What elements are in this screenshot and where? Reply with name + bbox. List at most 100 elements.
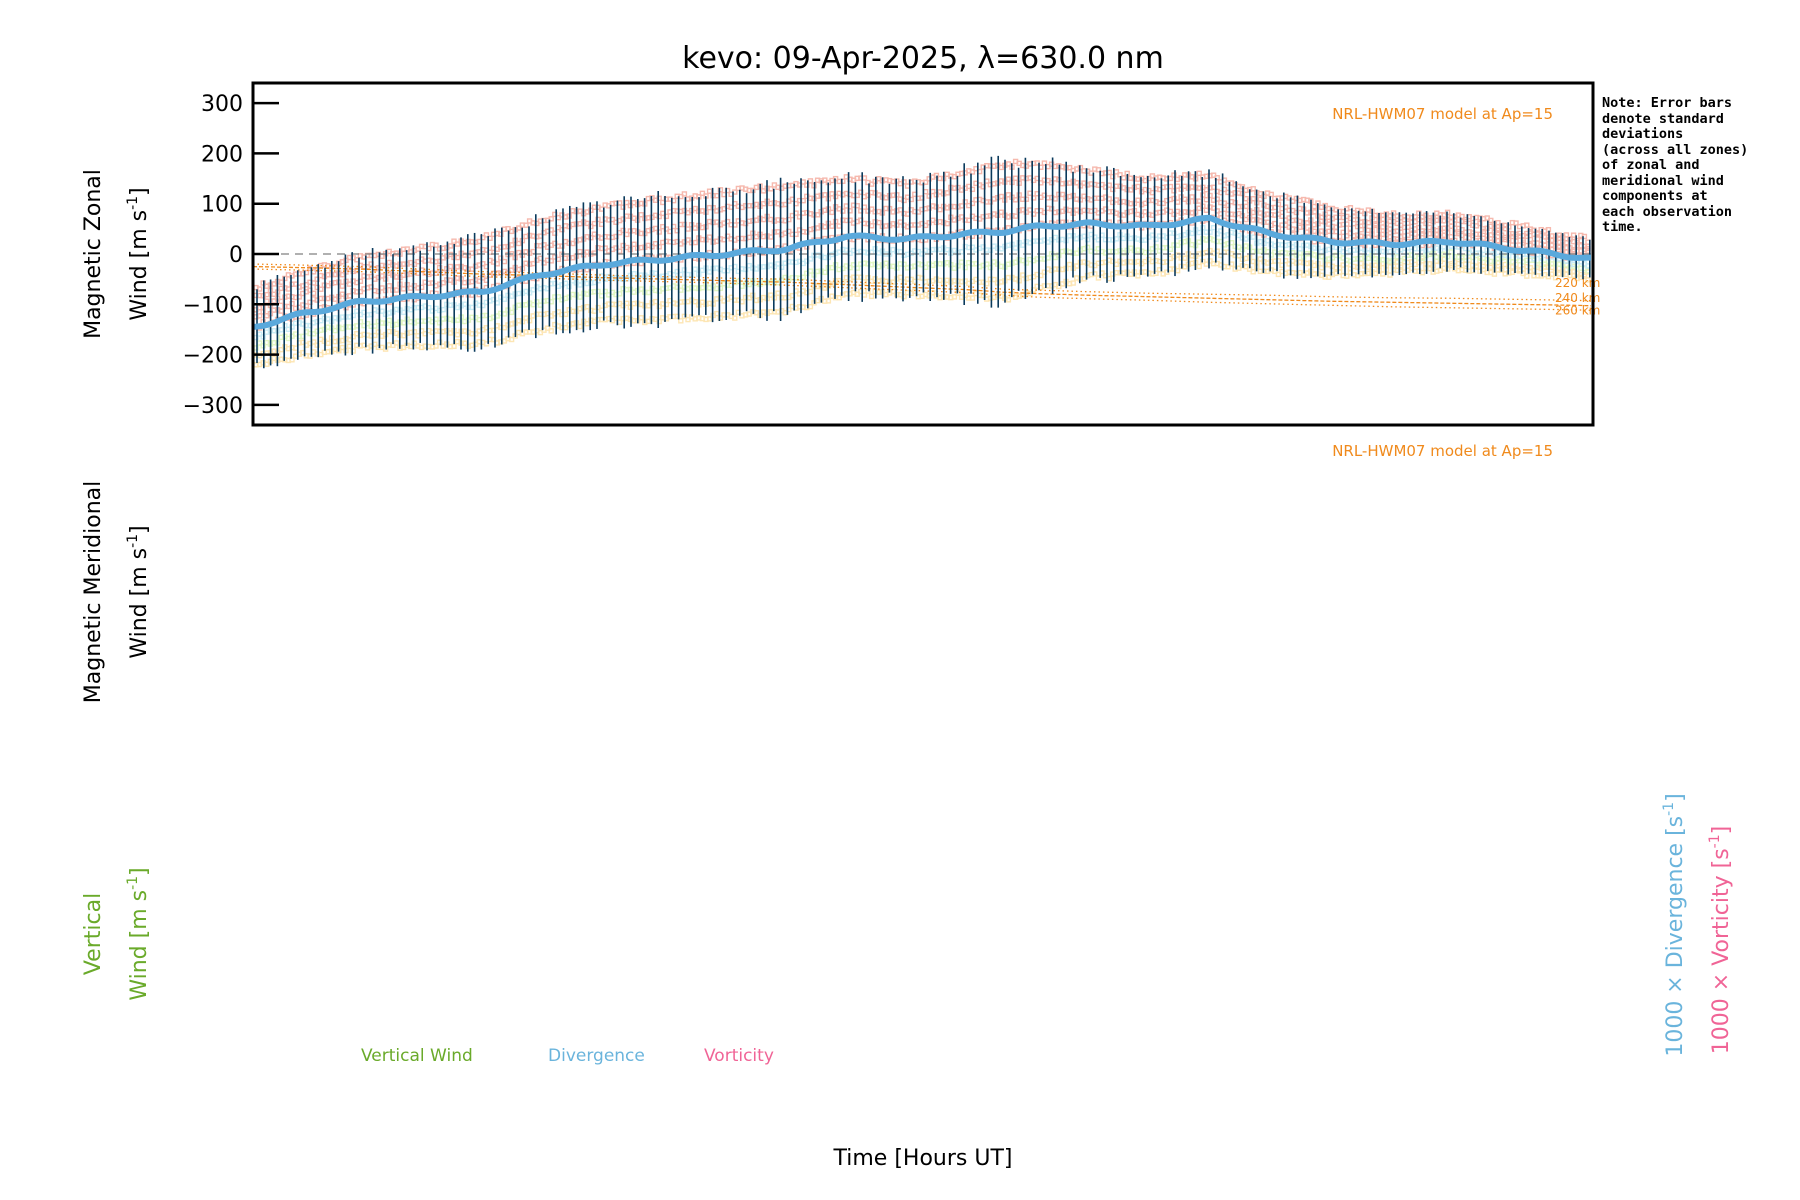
zone-marker — [890, 279, 896, 285]
zone-marker — [804, 182, 810, 188]
zone-marker — [454, 317, 461, 323]
zone-marker — [264, 361, 270, 367]
zone-marker — [645, 303, 652, 309]
zone-marker — [922, 179, 929, 185]
zone-marker — [987, 247, 994, 253]
zone-marker — [825, 298, 832, 304]
zone-marker — [836, 295, 842, 301]
zone-marker — [577, 294, 583, 300]
zone-marker — [1084, 236, 1091, 243]
zone-marker — [332, 327, 338, 334]
zone-marker — [1167, 183, 1174, 190]
zone-marker — [271, 298, 277, 304]
zone-marker — [400, 286, 407, 292]
zone-marker — [584, 320, 590, 327]
zone-marker — [876, 219, 882, 226]
zone-marker — [969, 169, 976, 175]
zone-marker — [822, 192, 828, 198]
zone-marker — [1250, 196, 1256, 202]
zone-marker — [883, 260, 889, 266]
zone-marker — [829, 209, 835, 216]
zone-marker — [656, 213, 662, 220]
zone-marker — [1416, 224, 1422, 231]
zone-marker — [944, 220, 950, 227]
zone-marker — [1268, 191, 1274, 198]
zone-marker — [498, 231, 504, 237]
zone-marker — [386, 283, 392, 289]
zone-marker — [1207, 229, 1213, 235]
zone-marker — [1012, 245, 1019, 251]
zone-marker — [1311, 203, 1318, 210]
zone-marker — [638, 212, 644, 218]
zone-marker — [901, 179, 907, 185]
zone-marker — [742, 266, 749, 273]
zone-marker — [768, 292, 774, 298]
zone-marker — [652, 298, 659, 305]
chart-title: kevo: 09-Apr-2025, λ=630.0 nm — [682, 41, 1164, 76]
zone-marker — [264, 291, 270, 298]
zone-marker — [1095, 275, 1102, 281]
zone-marker — [1135, 273, 1141, 279]
zone-marker — [1416, 234, 1422, 240]
model-alt-label: 240 km — [1555, 291, 1600, 305]
zone-marker — [1012, 175, 1019, 181]
zone-marker — [534, 299, 540, 305]
zone-marker — [1214, 175, 1220, 181]
zone-marker — [1416, 246, 1422, 252]
zone-marker — [1066, 207, 1073, 214]
zone-marker — [681, 191, 688, 197]
zone-marker — [447, 243, 454, 249]
zone-marker — [1354, 223, 1361, 230]
zone-marker — [1095, 167, 1102, 173]
zone-marker — [375, 329, 382, 335]
zone-marker — [1070, 280, 1076, 286]
zone-marker — [1023, 260, 1030, 266]
zone-marker — [1488, 217, 1494, 224]
zone-marker — [778, 264, 785, 270]
legend-vorticity: Vorticity — [704, 1046, 774, 1066]
zone-marker — [498, 255, 504, 261]
zone-marker — [807, 178, 814, 184]
zone-marker — [1311, 209, 1318, 215]
zone-marker — [768, 234, 774, 240]
zone-marker — [1005, 176, 1012, 182]
zone-marker — [1250, 269, 1256, 275]
zonal-model-label: NRL-HWM07 model at Ap=15 — [1332, 105, 1553, 123]
zone-marker — [901, 279, 907, 285]
zone-marker — [1243, 203, 1249, 210]
zone-marker — [681, 267, 688, 273]
zone-marker — [1272, 268, 1278, 275]
zone-marker — [1365, 250, 1372, 256]
zone-marker — [1477, 231, 1483, 237]
zone-marker — [692, 266, 698, 272]
zone-marker — [314, 276, 320, 282]
zone-marker — [1477, 220, 1483, 227]
zone-marker — [656, 244, 662, 250]
zone-marker — [1542, 242, 1548, 248]
zone-marker — [339, 283, 346, 289]
zone-marker — [926, 293, 932, 299]
y-tick-label: −100 — [183, 293, 243, 318]
zone-marker — [595, 216, 601, 223]
zone-marker — [1257, 256, 1264, 262]
zone-marker — [645, 274, 652, 280]
zone-marker — [1171, 188, 1177, 194]
zone-marker — [1167, 246, 1174, 252]
zone-marker — [901, 197, 907, 204]
note-line: denote standard — [1602, 110, 1724, 127]
divergence-y2label: 1000 × Divergence [s-1] — [1661, 793, 1688, 1056]
zone-marker — [584, 303, 590, 310]
zone-marker — [1012, 213, 1019, 219]
zone-marker — [1074, 180, 1080, 186]
zone-marker — [400, 320, 407, 326]
zone-marker — [865, 275, 871, 281]
note-line: Note: Error bars — [1602, 95, 1733, 111]
vorticity-y2label: 1000 × Vorticity [s-1] — [1707, 826, 1734, 1054]
zone-marker — [958, 259, 965, 265]
zone-marker — [937, 206, 943, 213]
zone-marker — [656, 318, 662, 325]
zone-marker — [393, 287, 400, 293]
zone-marker — [1052, 196, 1058, 202]
zone-marker — [681, 221, 688, 228]
zone-marker — [1066, 261, 1073, 268]
